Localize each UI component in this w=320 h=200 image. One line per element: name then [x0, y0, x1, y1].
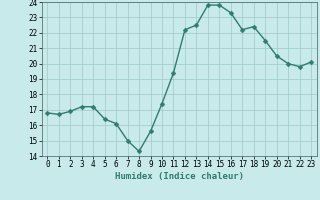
- X-axis label: Humidex (Indice chaleur): Humidex (Indice chaleur): [115, 172, 244, 181]
